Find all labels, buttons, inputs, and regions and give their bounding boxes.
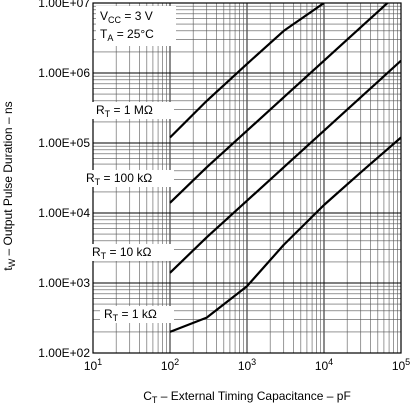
y-axis-title: tW – Output Pulse Duration – ns: [1, 101, 17, 270]
condition-label: TA = 25°C: [100, 27, 154, 43]
x-tick-label: 105: [392, 357, 410, 373]
y-tick-label: 1.00E+02: [38, 346, 90, 360]
series-label-box: [100, 306, 174, 323]
series-label-3: RT = 10 kΩ: [92, 245, 152, 261]
series-line-3: [169, 59, 401, 274]
series-line-1: [169, 3, 325, 139]
series-line-4: [169, 136, 401, 333]
curves: [169, 3, 401, 333]
y-tick-label: 1.00E+07: [38, 0, 90, 10]
series-label-2: RT = 100 kΩ: [86, 171, 152, 187]
conditions-box: [96, 6, 176, 46]
x-axis-title: CT – External Timing Capacitance – pF: [143, 389, 351, 404]
series-label-4: RT = 1 kΩ: [104, 307, 157, 323]
series-line-2: [169, 3, 390, 204]
series-label-1: RT = 1 MΩ: [96, 103, 153, 119]
y-tick-label: 1.00E+04: [38, 206, 90, 220]
condition-label: VCC = 3 V: [100, 9, 153, 25]
y-tick-label: 1.00E+05: [38, 136, 90, 150]
x-tick-label: 103: [238, 357, 256, 373]
x-tick-label: 102: [161, 357, 179, 373]
series-label-box: [92, 102, 174, 119]
series-label-box: [88, 244, 174, 261]
y-tick-label: 1.00E+03: [38, 276, 90, 290]
x-tick-label: 101: [84, 357, 102, 373]
y-tick-label: 1.00E+06: [38, 66, 90, 80]
series-label-box: [82, 170, 174, 187]
x-tick-label: 104: [315, 357, 333, 373]
